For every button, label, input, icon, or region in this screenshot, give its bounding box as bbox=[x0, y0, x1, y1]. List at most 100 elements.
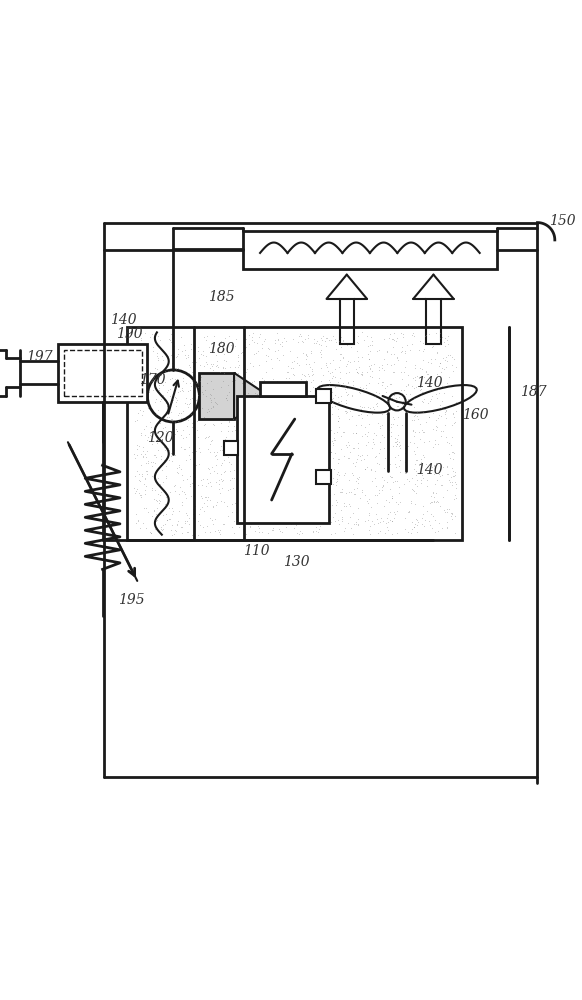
Point bbox=[270, 343, 279, 359]
Point bbox=[167, 517, 176, 533]
Point bbox=[172, 464, 182, 480]
Point bbox=[450, 464, 460, 480]
Point bbox=[262, 493, 271, 509]
Point bbox=[265, 380, 275, 396]
Point bbox=[410, 357, 420, 373]
Point bbox=[284, 358, 293, 374]
Point bbox=[134, 472, 143, 488]
Point bbox=[248, 439, 257, 455]
Point bbox=[441, 330, 450, 346]
Point bbox=[369, 436, 378, 452]
Point bbox=[328, 476, 338, 492]
Point bbox=[221, 431, 230, 447]
Point bbox=[392, 433, 401, 449]
Point bbox=[215, 485, 225, 501]
Point bbox=[239, 481, 248, 497]
Point bbox=[411, 511, 420, 527]
Point bbox=[406, 342, 415, 358]
Point bbox=[448, 388, 457, 404]
Point bbox=[235, 436, 244, 452]
Point bbox=[329, 432, 338, 448]
Point bbox=[241, 339, 250, 355]
Point bbox=[327, 444, 336, 460]
Point bbox=[407, 403, 416, 419]
Point bbox=[202, 328, 211, 344]
Bar bbox=[58, 344, 147, 402]
Point bbox=[217, 471, 226, 487]
Point bbox=[451, 476, 460, 492]
Point bbox=[247, 374, 257, 390]
Point bbox=[329, 461, 339, 477]
Point bbox=[418, 394, 427, 410]
Point bbox=[193, 387, 203, 403]
Point bbox=[361, 437, 371, 453]
Point bbox=[187, 415, 197, 431]
Point bbox=[271, 476, 280, 492]
Point bbox=[421, 414, 431, 430]
Point bbox=[367, 369, 377, 385]
Point bbox=[141, 357, 150, 373]
Point bbox=[240, 334, 250, 350]
Point bbox=[187, 354, 196, 370]
Point bbox=[333, 413, 342, 429]
Point bbox=[405, 434, 414, 450]
Point bbox=[389, 416, 398, 432]
Point bbox=[236, 438, 246, 454]
Point bbox=[161, 363, 170, 379]
Text: 140: 140 bbox=[416, 376, 443, 390]
Point bbox=[169, 428, 179, 444]
Point bbox=[323, 513, 332, 529]
Point bbox=[407, 378, 417, 394]
Point bbox=[183, 524, 193, 540]
Point bbox=[134, 485, 144, 501]
Point bbox=[306, 345, 315, 361]
Point bbox=[400, 364, 409, 380]
Point bbox=[412, 368, 421, 384]
Point bbox=[292, 355, 301, 371]
Point bbox=[132, 348, 141, 364]
Point bbox=[343, 374, 352, 390]
Point bbox=[163, 384, 172, 400]
Point bbox=[452, 359, 461, 375]
Point bbox=[203, 475, 212, 491]
Point bbox=[208, 362, 218, 378]
Point bbox=[238, 452, 247, 468]
Point bbox=[159, 392, 169, 408]
Point bbox=[243, 476, 253, 492]
Point bbox=[346, 484, 355, 500]
Point bbox=[310, 421, 320, 437]
Point bbox=[217, 333, 226, 349]
Point bbox=[432, 344, 442, 360]
Point bbox=[377, 405, 386, 421]
Point bbox=[357, 367, 367, 383]
Point bbox=[388, 339, 398, 355]
Point bbox=[437, 393, 446, 409]
Point bbox=[142, 372, 151, 388]
Point bbox=[450, 414, 459, 430]
Point bbox=[274, 331, 283, 347]
Point bbox=[385, 494, 394, 510]
Point bbox=[138, 336, 147, 352]
Point bbox=[333, 374, 343, 390]
Point bbox=[218, 359, 228, 375]
Point bbox=[147, 458, 157, 474]
Point bbox=[173, 384, 183, 400]
Point bbox=[223, 482, 232, 498]
Point bbox=[217, 438, 226, 454]
Point bbox=[271, 332, 280, 348]
Point bbox=[370, 470, 379, 486]
Point bbox=[148, 382, 158, 398]
Point bbox=[338, 484, 347, 500]
Point bbox=[391, 459, 400, 475]
Point bbox=[282, 333, 291, 349]
Point bbox=[189, 414, 198, 430]
Point bbox=[162, 458, 171, 474]
Point bbox=[196, 488, 205, 504]
Point bbox=[431, 412, 441, 428]
Point bbox=[404, 473, 414, 489]
Point bbox=[443, 482, 452, 498]
Point bbox=[153, 512, 162, 528]
Point bbox=[286, 374, 296, 390]
Point bbox=[212, 358, 221, 374]
Point bbox=[164, 331, 173, 347]
